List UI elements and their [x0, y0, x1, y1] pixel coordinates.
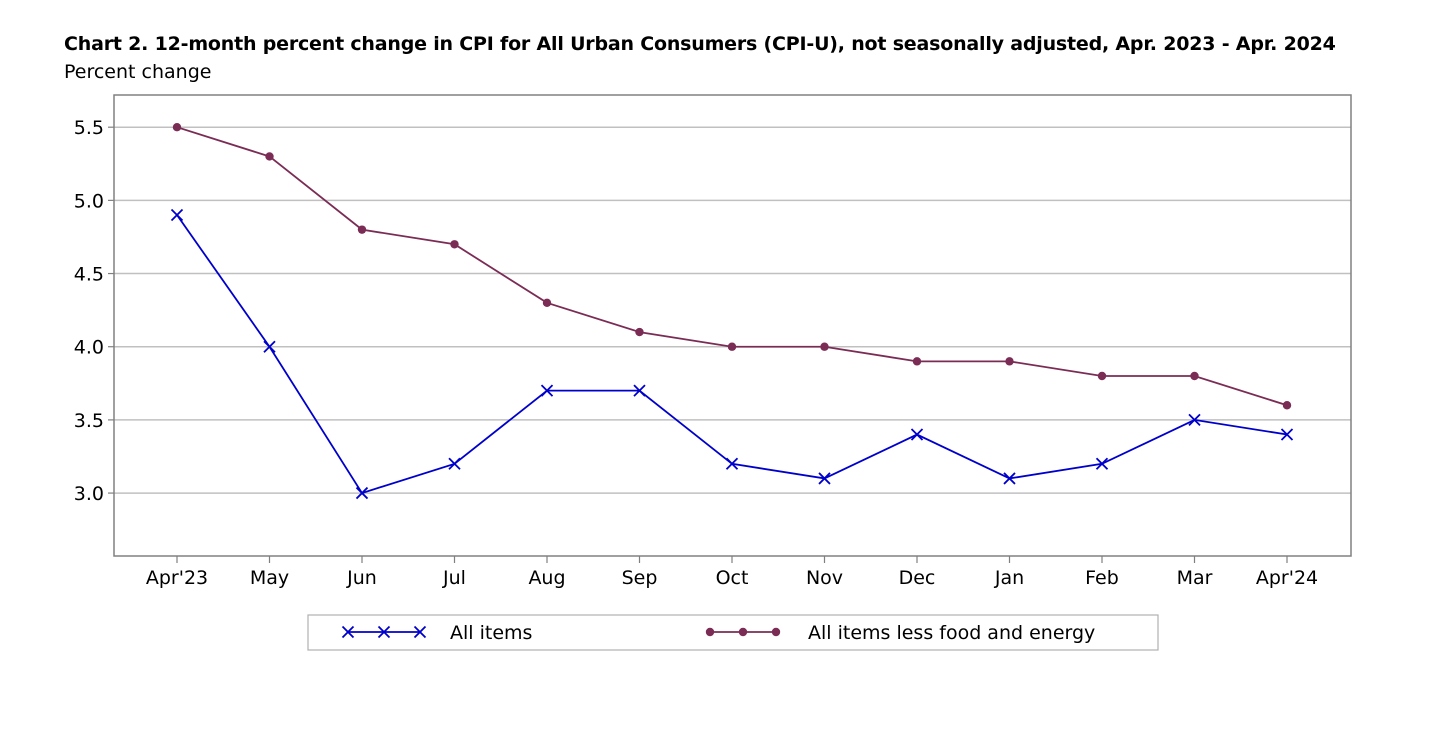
legend-item: All items less food and energy	[705, 622, 1095, 644]
x-tick-label: Apr'23	[146, 567, 208, 589]
data-point	[170, 208, 184, 222]
x-tick-label: Jan	[994, 567, 1024, 589]
plot-area-border	[113, 94, 1352, 557]
data-point	[912, 357, 922, 366]
data-point	[263, 340, 276, 353]
data-point	[725, 457, 739, 470]
series-line	[176, 214, 1288, 495]
legend-label: All items	[450, 622, 532, 644]
legend-marker	[705, 627, 715, 637]
data-point	[635, 327, 644, 337]
y-tick-label: 5.5	[74, 117, 104, 139]
data-point	[1005, 357, 1014, 366]
data-point	[1097, 371, 1107, 381]
data-point	[540, 384, 554, 397]
y-tick-label: 3.5	[74, 410, 104, 432]
data-point	[727, 342, 737, 351]
y-tick-label: 4.0	[74, 337, 104, 359]
x-tick-label: Nov	[806, 567, 843, 589]
chart-title: Chart 2. 12-month percent change in CPI …	[64, 33, 1336, 55]
data-point	[450, 240, 459, 249]
legend-marker	[738, 627, 748, 637]
x-tick-label: Jul	[442, 567, 466, 589]
y-axis-label: Percent change	[64, 61, 212, 83]
x-tick-label: Apr'24	[1256, 567, 1318, 589]
data-point	[1280, 428, 1294, 441]
data-point	[1282, 401, 1292, 410]
legend-marker	[377, 625, 391, 639]
data-point	[1003, 472, 1016, 485]
series-all-items-less-food-and-energy	[172, 122, 1292, 410]
x-axis-ticks: Apr'23 May Jun Jul Aug Sep Oct Nov Dec Jan Feb Mar A…	[146, 556, 1318, 589]
x-tick-label: Feb	[1085, 567, 1119, 589]
data-point	[820, 342, 829, 351]
data-point	[910, 428, 924, 441]
x-tick-label: Dec	[899, 567, 936, 589]
data-point	[1188, 413, 1201, 427]
x-tick-label: Mar	[1177, 567, 1213, 589]
gridlines	[114, 126, 1351, 494]
data-point	[448, 457, 461, 470]
legend-marker	[771, 627, 781, 637]
legend-label: All items less food and energy	[808, 622, 1095, 644]
x-tick-label: Oct	[716, 567, 749, 589]
legend: All items All items less food and energy	[307, 614, 1159, 651]
data-point	[1095, 457, 1109, 470]
data-point	[818, 472, 831, 485]
y-axis-ticks: 3.0 3.5 4.0 4.5 5.0 5.5	[74, 117, 114, 505]
legend-marker	[413, 625, 427, 639]
legend-marker	[341, 625, 355, 639]
x-tick-label: Jun	[346, 567, 377, 589]
series-all-items	[170, 208, 1294, 500]
x-tick-label: May	[250, 567, 289, 589]
data-point	[1190, 371, 1199, 381]
y-tick-label: 3.0	[74, 483, 104, 505]
data-point	[633, 384, 646, 397]
x-tick-label: Aug	[528, 567, 565, 589]
data-point	[542, 298, 552, 308]
y-tick-label: 5.0	[74, 190, 104, 212]
y-tick-label: 4.5	[74, 264, 104, 286]
series-group	[170, 122, 1294, 500]
x-tick-label: Sep	[622, 567, 658, 589]
data-point	[357, 225, 367, 234]
data-point	[265, 152, 274, 161]
data-point	[355, 486, 369, 500]
series-line	[176, 126, 1288, 407]
data-point	[172, 122, 182, 132]
legend-item: All items	[341, 622, 532, 644]
